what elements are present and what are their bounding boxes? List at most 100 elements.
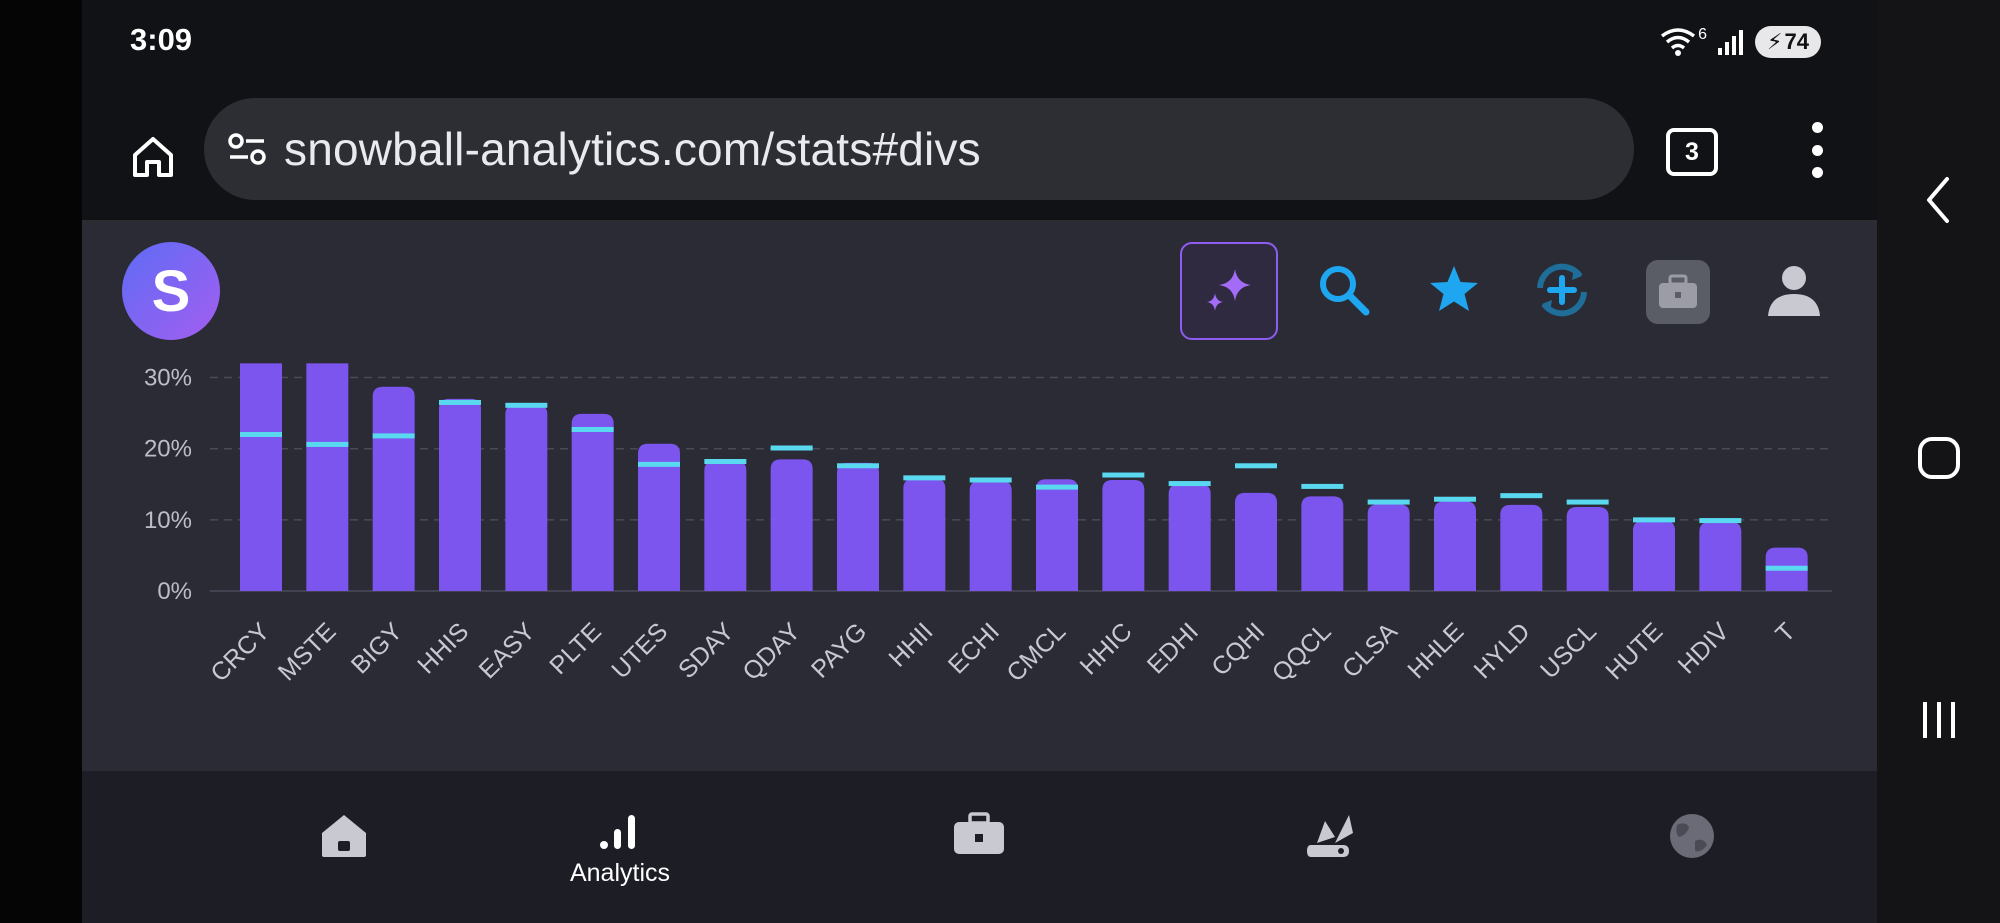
chart-marker [1500, 493, 1543, 499]
chart-bar [770, 459, 813, 591]
menu-dot [1811, 122, 1823, 133]
nav-world[interactable] [1592, 811, 1792, 921]
chart-bar [505, 404, 548, 591]
portfolio-button[interactable] [1646, 260, 1710, 324]
menu-dot [1811, 167, 1823, 178]
browser-menu-button[interactable] [1802, 122, 1832, 178]
chart-marker [571, 426, 614, 432]
address-bar[interactable]: snowball-analytics.com/stats#divs [204, 98, 1634, 200]
chart-marker [372, 433, 415, 439]
x-tick-label: HHIS [412, 617, 474, 679]
dividend-yield-chart: 0% 10% 20% 30% CRCY MSTE BIGY HHIS EASY PLTE UTES S… [82, 362, 1877, 771]
tab-switcher-button[interactable]: 3 [1666, 128, 1718, 176]
chart-marker [704, 459, 747, 465]
chart-marker [638, 461, 680, 467]
wifi-icon [1661, 28, 1696, 56]
site-settings-icon[interactable] [224, 126, 270, 172]
chart-bar [571, 413, 614, 591]
x-tick-label: CQHI [1206, 617, 1270, 681]
chart-bar [1168, 484, 1211, 591]
nav-tools[interactable] [1235, 811, 1435, 921]
chart-marker [1566, 499, 1609, 505]
home-icon [322, 815, 366, 857]
x-tick-label: HHIC [1075, 617, 1138, 680]
tools-icon [1307, 815, 1353, 857]
chart-bar [1500, 504, 1543, 591]
x-tick-label: USCL [1535, 617, 1602, 684]
system-home-button[interactable] [1877, 428, 2000, 488]
y-tick-label: 0% [157, 578, 192, 605]
chart-marker [306, 441, 349, 447]
chart-marker [837, 463, 879, 469]
chart-bar [439, 398, 481, 591]
chart-bar [1367, 504, 1410, 591]
status-time: 3:09 [130, 22, 193, 57]
chart-bar [638, 443, 680, 591]
system-back-button[interactable] [1877, 170, 2000, 230]
nav-analytics-label: Analytics [569, 859, 671, 887]
x-tick-label: SDAY [673, 617, 740, 684]
status-bar: 3:09 6 ⚡ 74 [82, 0, 1877, 92]
x-tick-label: QQCL [1267, 617, 1337, 687]
chart-bar [1301, 496, 1344, 591]
chart-marker [1699, 518, 1742, 524]
x-tick-label: BIGY [346, 617, 408, 679]
favorites-button[interactable] [1422, 258, 1486, 322]
search-icon [1320, 266, 1370, 316]
chart-bar [372, 386, 415, 591]
url-text: snowball-analytics.com/stats#divs [284, 123, 981, 175]
chart-marker [770, 445, 813, 451]
nav-home[interactable] [244, 811, 444, 921]
recents-icon [1922, 702, 1955, 738]
chart-bar [704, 460, 747, 591]
chart-marker [1765, 565, 1808, 571]
profile-button[interactable] [1762, 258, 1826, 322]
chart-marker [1367, 499, 1410, 505]
chart-marker [240, 431, 282, 437]
briefcase-icon [1659, 274, 1697, 308]
chart-bar [1434, 501, 1476, 591]
nav-portfolio[interactable] [879, 811, 1079, 921]
chart-bar [969, 480, 1012, 591]
user-icon [1768, 266, 1820, 316]
chart-marker [1168, 481, 1211, 487]
add-transaction-button[interactable] [1530, 258, 1594, 322]
chart-bar [1036, 479, 1078, 591]
chart-bar [240, 363, 282, 591]
app-header: S [82, 222, 1877, 362]
nav-analytics[interactable]: Analytics [520, 811, 720, 921]
app-logo[interactable]: S [122, 242, 220, 340]
system-recents-button[interactable] [1877, 690, 2000, 750]
chart-bar [837, 462, 879, 591]
chart-bar [903, 478, 946, 591]
chart-marker [969, 477, 1012, 483]
x-tick-label: PLTE [544, 617, 607, 680]
charging-icon: ⚡ [1767, 29, 1783, 54]
x-tick-label: MSTE [273, 617, 342, 686]
y-tick-label: 20% [144, 436, 192, 463]
ai-assistant-button[interactable] [1180, 242, 1278, 340]
battery-level: 74 [1784, 29, 1809, 54]
x-tick-label: PAYG [806, 617, 872, 683]
bar-chart-icon [600, 815, 635, 849]
chart-marker [1235, 463, 1277, 469]
home-icon [133, 137, 173, 177]
chart-bar [306, 363, 349, 591]
star-icon [1430, 266, 1478, 311]
chart-marker [1102, 472, 1145, 478]
browser-home-button[interactable] [118, 122, 188, 192]
x-tick-label: HHII [883, 617, 938, 672]
phone-screen: 3:09 6 ⚡ 74 [82, 0, 1877, 923]
x-tick-label: HDIV [1673, 617, 1735, 679]
search-button[interactable] [1312, 258, 1376, 322]
chart-marker [1301, 483, 1344, 489]
chart-marker [1036, 484, 1078, 490]
chart-bar [1699, 521, 1742, 591]
chart-marker [439, 399, 481, 405]
chart-marker [505, 402, 548, 408]
x-tick-label: UTES [606, 617, 673, 684]
x-tick-label: CRCY [205, 617, 275, 687]
chart-bar [1102, 480, 1145, 591]
chart-marker [1434, 496, 1476, 502]
